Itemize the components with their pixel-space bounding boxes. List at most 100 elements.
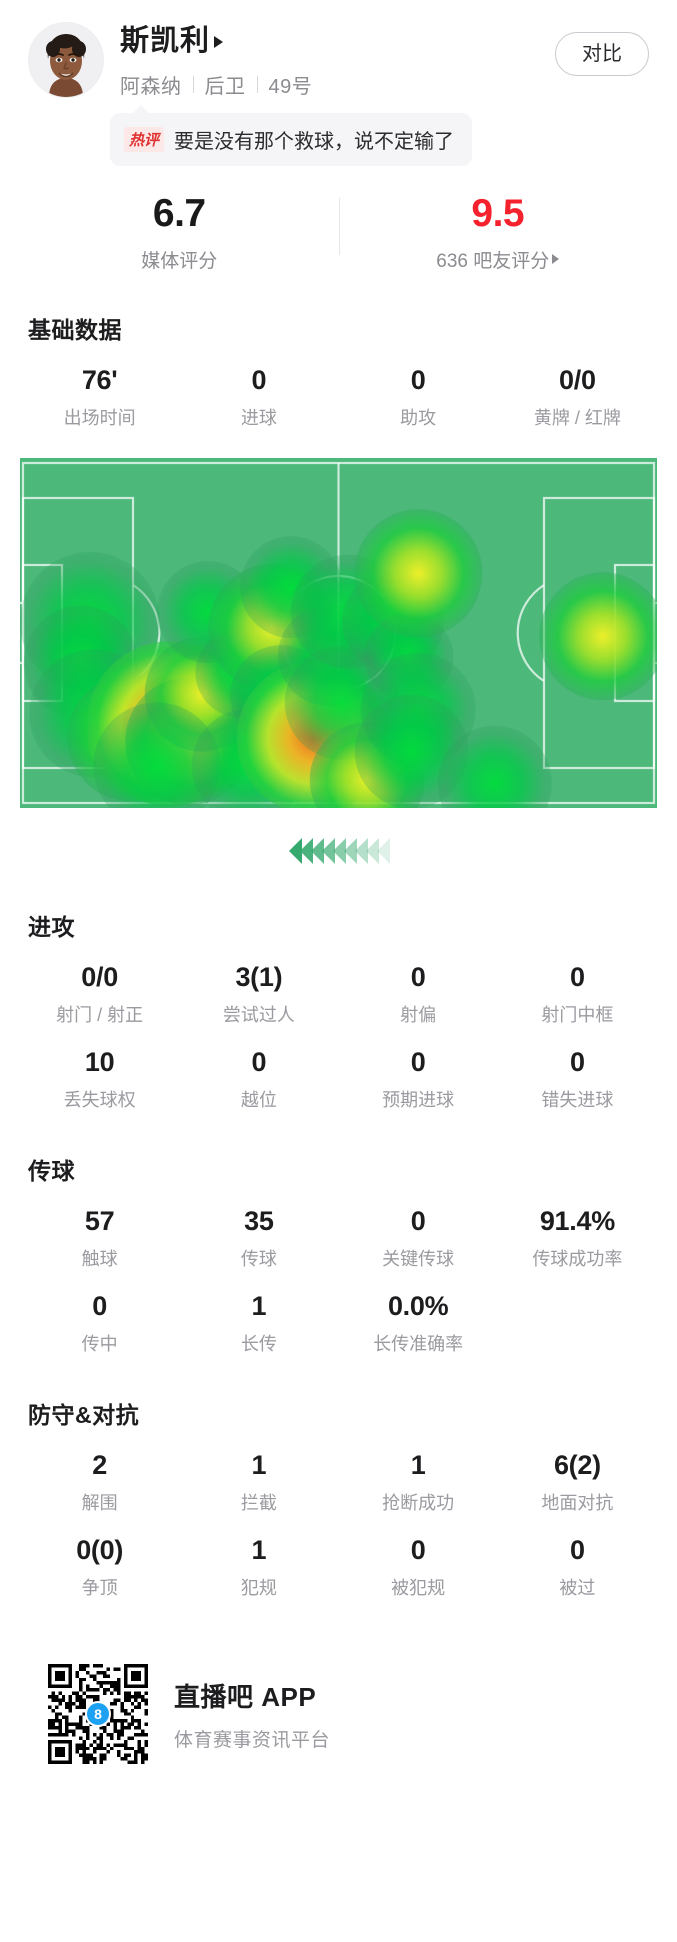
stat-value: 0 [570, 961, 585, 992]
stat-label: 出场时间 [63, 407, 136, 428]
app-tagline: 体育赛事资讯平台 [174, 1729, 331, 1751]
compare-button[interactable]: 对比 [555, 32, 649, 76]
player-identity: 斯凯利 阿森纳 后卫 49号 [120, 22, 555, 99]
stat-label: 长传准确率 [373, 1333, 464, 1354]
media-rating-cell: 6.7 媒体评分 [20, 192, 339, 273]
media-rating-value: 6.7 [152, 191, 206, 235]
section-basic-data: 基础数据 76' 出场时间 0 进球 0 助攻 0/0 黄牌 / 红牌 [0, 311, 677, 436]
stat-cell: 10 丢失球权 [20, 1033, 179, 1118]
stat-row: 10 丢失球权 0 越位 0 预期进球 0 错失进球 [20, 1033, 657, 1118]
section-attack: 进攻 0/0 射门 / 射正 3(1) 尝试过人 0 射偏 0 射门中框 10 … [0, 908, 677, 1118]
stat-value: 10 [84, 1046, 115, 1077]
page-title: 斯凯利 [120, 25, 211, 57]
stat-value: 0.0% [387, 1290, 449, 1321]
media-rating-label-text: 媒体评分 [141, 250, 218, 272]
stat-value: 2 [92, 1449, 107, 1480]
fan-rating-value: 9.5 [471, 191, 525, 235]
stat-value: 0/0 [81, 961, 118, 992]
hot-comment[interactable]: 热评 要是没有那个救球，说不定输了 [110, 112, 473, 166]
qr-code-icon [48, 1664, 148, 1765]
media-rating-label: 媒体评分 [20, 246, 339, 273]
qr-code[interactable]: 8 [48, 1664, 148, 1765]
stat-cell: 0 被犯规 [339, 1521, 498, 1606]
stat-label: 犯规 [240, 1578, 277, 1599]
stat-cell: 1 犯规 [179, 1521, 338, 1606]
stat-cell: 0 助攻 [339, 351, 498, 436]
player-position: 后卫 [204, 75, 246, 98]
stat-label: 射门中框 [541, 1004, 614, 1025]
meta-divider [192, 75, 194, 93]
heatmap-pitch[interactable] [20, 457, 657, 808]
stat-cell: 1 抢断成功 [339, 1436, 498, 1521]
stat-row: 76' 出场时间 0 进球 0 助攻 0/0 黄牌 / 红牌 [20, 351, 657, 436]
chevron-left-icon [311, 837, 324, 864]
stat-label: 关键传球 [382, 1248, 455, 1269]
chevron-left-icon [355, 837, 368, 864]
chevron-right-icon [552, 254, 560, 265]
stat-label: 助攻 [400, 407, 437, 428]
stat-row: 0 传中 1 长传 0.0% 长传准确率 [20, 1277, 657, 1362]
player-header: 斯凯利 阿森纳 后卫 49号 对比 [0, 0, 677, 99]
avatar[interactable] [28, 22, 104, 98]
stat-value: 0 [570, 1535, 585, 1566]
stat-value: 0 [410, 1046, 426, 1077]
section-title-attack: 进攻 [28, 913, 75, 940]
chevron-left-icon [366, 837, 379, 864]
meta-divider [256, 75, 258, 93]
heatmap-container[interactable] [0, 457, 677, 808]
stat-value: 6(2) [553, 1449, 601, 1480]
stat-cell: 0 关键传球 [339, 1192, 498, 1277]
section-title-passing: 传球 [28, 1157, 75, 1184]
footer-text: 直播吧 APP 体育赛事资讯平台 [174, 1677, 330, 1752]
hot-badge: 热评 [124, 126, 165, 152]
stat-cell: 0(0) 争顶 [20, 1521, 179, 1606]
stat-value: 91.4% [539, 1205, 615, 1236]
stat-row: 57 触球 35 传球 0 关键传球 91.4% 传球成功率 [20, 1192, 657, 1277]
stat-cell: 76' 出场时间 [20, 351, 179, 436]
stat-label: 争顶 [81, 1578, 118, 1599]
stat-label: 进球 [240, 407, 277, 428]
stat-cell: 3(1) 尝试过人 [179, 948, 338, 1033]
stat-label: 被犯规 [391, 1578, 446, 1599]
stat-cell: 91.4% 传球成功率 [498, 1192, 657, 1277]
section-defense: 防守&对抗 2 解围 1 拦截 1 抢断成功 6(2) 地面对抗 0(0) 争顶… [0, 1396, 677, 1606]
player-shirt-number: 49号 [268, 75, 313, 98]
player-meta: 阿森纳 后卫 49号 [120, 70, 555, 99]
stat-value: 1 [251, 1290, 267, 1321]
qr-center-badge: 8 [85, 1701, 111, 1728]
ratings-row: 6.7 媒体评分 9.5 636 吧友评分 [0, 192, 677, 273]
stat-cell: 0 射门中框 [498, 948, 657, 1033]
hot-comment-text: 要是没有那个救球，说不定输了 [174, 130, 455, 153]
stat-cell: 6(2) 地面对抗 [498, 1436, 657, 1521]
stat-label: 解围 [81, 1493, 118, 1514]
player-avatar-photo [29, 23, 103, 97]
stat-label: 触球 [81, 1248, 118, 1269]
app-footer: 8 直播吧 APP 体育赛事资讯平台 [0, 1664, 677, 1765]
stat-cell: 0 传中 [20, 1277, 179, 1362]
stat-cell: 0 越位 [179, 1033, 338, 1118]
stat-cell: 1 拦截 [179, 1436, 338, 1521]
stat-label: 射门 / 射正 [56, 1004, 144, 1025]
fan-rating-label[interactable]: 636 吧友评分 [339, 246, 658, 273]
stat-cell: 1 长传 [179, 1277, 338, 1362]
player-team: 阿森纳 [120, 75, 182, 98]
player-name-row[interactable]: 斯凯利 [120, 25, 555, 58]
stat-cell: 0/0 射门 / 射正 [20, 948, 179, 1033]
stat-value: 0 [410, 961, 426, 992]
stat-value: 0 [410, 1205, 426, 1236]
stat-cell: 0 错失进球 [498, 1033, 657, 1118]
stat-value: 0(0) [76, 1535, 124, 1566]
fan-rating-label-text: 636 吧友评分 [436, 250, 550, 272]
stat-label: 尝试过人 [222, 1004, 295, 1025]
stat-label: 拦截 [240, 1493, 277, 1514]
stat-cell-empty [498, 1277, 657, 1362]
hot-comment-container[interactable]: 热评 要是没有那个救球，说不定输了 [110, 112, 473, 166]
fan-rating-cell[interactable]: 9.5 636 吧友评分 [338, 191, 658, 273]
chevron-left-icon [289, 837, 302, 864]
stat-label: 错失进球 [541, 1089, 614, 1110]
stat-value: 35 [244, 1205, 274, 1236]
section-passing: 传球 57 触球 35 传球 0 关键传球 91.4% 传球成功率 0 传中 1… [0, 1152, 677, 1362]
stat-label: 传球 [240, 1248, 277, 1269]
stat-label: 射偏 [400, 1004, 437, 1025]
stat-cell: 0 被过 [498, 1521, 657, 1606]
